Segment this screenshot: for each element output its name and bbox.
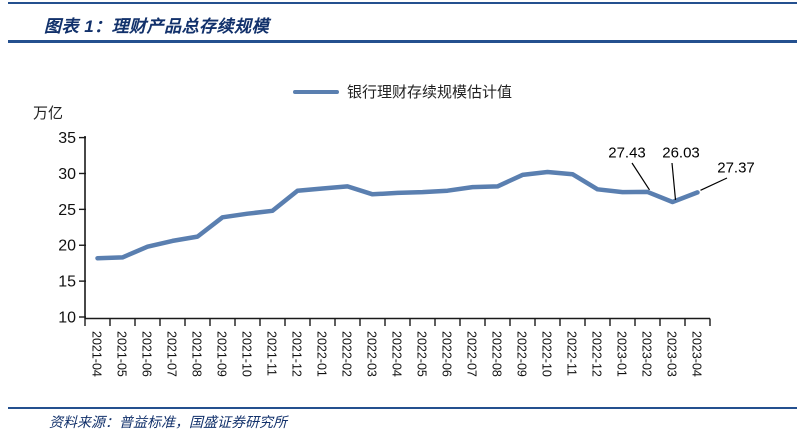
y-tick-label: 15 — [58, 274, 76, 291]
annotation-label: 27.43 — [608, 144, 646, 162]
top-divider — [8, 2, 797, 4]
x-tick-label: 2022-11 — [565, 331, 579, 376]
y-axis-unit-label: 万亿 — [33, 105, 64, 122]
x-tick-label: 2021-04 — [90, 331, 104, 377]
x-tick-label: 2021-05 — [115, 331, 129, 377]
x-tick-label: 2021-10 — [240, 331, 254, 377]
x-tick-label: 2023-04 — [690, 331, 704, 377]
x-tick-label: 2021-07 — [165, 331, 179, 377]
annotation-label: 27.37 — [717, 159, 755, 177]
x-tick-label: 2022-02 — [340, 331, 354, 377]
x-tick-label: 2021-12 — [290, 331, 304, 377]
footer-divider — [8, 407, 797, 409]
legend-label: 银行理财存续规模估计值 — [347, 84, 513, 101]
figure-title: 图表 1：理财产品总存续规模 — [44, 17, 270, 36]
x-tick-label: 2021-11 — [265, 331, 279, 376]
x-tick-label: 2022-09 — [515, 331, 529, 377]
y-tick-label: 20 — [58, 238, 76, 255]
y-tick-label: 10 — [58, 310, 76, 327]
y-tick-label: 35 — [58, 130, 76, 147]
x-tick-label: 2022-05 — [415, 331, 429, 377]
chart-legend: 银行理财存续规模估计值 — [293, 81, 512, 102]
annotation-leader-line — [700, 177, 728, 191]
x-tick-label: 2021-08 — [190, 331, 204, 377]
x-tick-label: 2023-01 — [615, 331, 629, 377]
x-tick-label: 2021-06 — [140, 331, 154, 377]
x-tick-label: 2022-07 — [465, 331, 479, 377]
annotation-leader-line — [631, 162, 651, 191]
x-tick-label: 2022-03 — [365, 331, 379, 377]
y-tick-label: 30 — [58, 166, 76, 183]
x-tick-label: 2022-01 — [315, 331, 329, 377]
title-divider — [8, 40, 797, 43]
x-tick-label: 2022-04 — [390, 331, 404, 377]
x-tick-label: 2023-03 — [665, 331, 679, 377]
x-tick-label: 2022-08 — [490, 331, 504, 377]
annotation-leader-line — [671, 162, 677, 201]
series-line — [95, 169, 700, 261]
x-tick-label: 2022-10 — [540, 331, 554, 377]
source-note: 资料来源：普益标准，国盛证券研究所 — [49, 414, 287, 430]
x-tick-label: 2023-02 — [640, 331, 654, 377]
x-tick-label: 2021-09 — [215, 331, 229, 377]
annotation-label: 26.03 — [662, 144, 700, 162]
x-tick-label: 2022-06 — [440, 331, 454, 377]
legend-line-swatch — [293, 89, 339, 94]
y-tick-label: 25 — [58, 202, 76, 219]
x-tick-label: 2022-12 — [590, 331, 604, 377]
